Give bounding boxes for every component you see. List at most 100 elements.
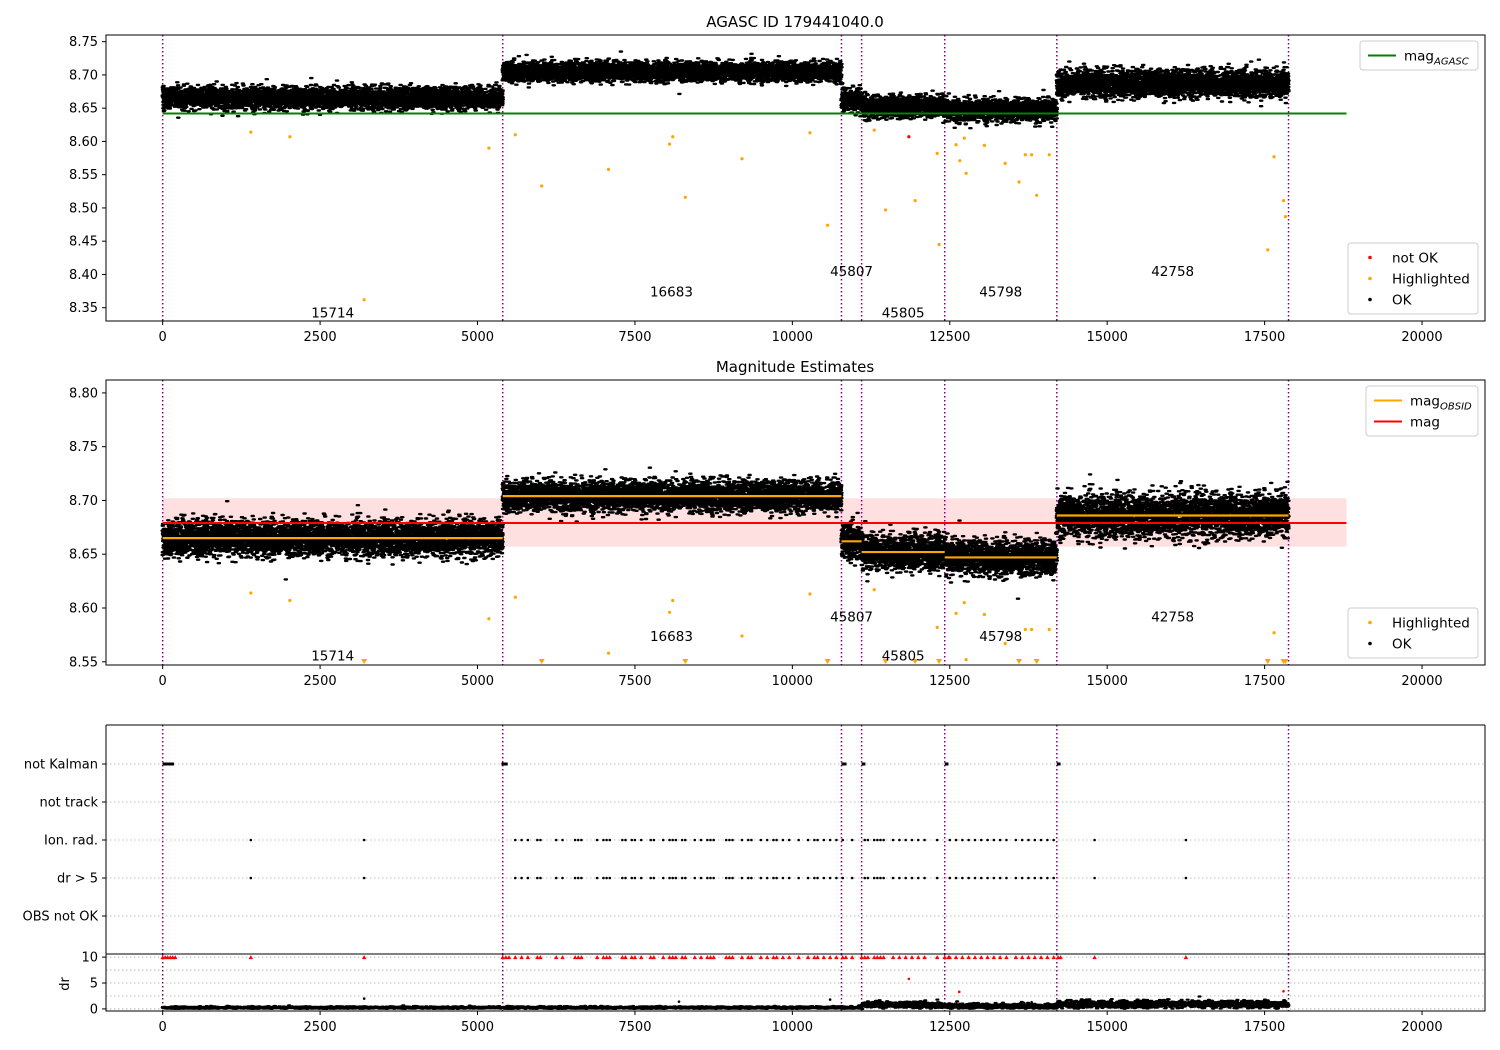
dr-outlier-point xyxy=(1030,1000,1033,1004)
legend-label: OK xyxy=(1392,637,1413,653)
flag-point xyxy=(1093,838,1096,842)
highlighted-point xyxy=(671,135,675,139)
flag-point xyxy=(866,838,870,842)
flag-point xyxy=(661,876,665,880)
flag-point xyxy=(1184,838,1188,842)
flag-point xyxy=(772,876,775,880)
flag-point xyxy=(816,838,819,842)
flag-point xyxy=(709,838,712,842)
flag-point xyxy=(973,838,977,842)
flag-point xyxy=(765,876,769,880)
flag-point xyxy=(879,876,882,880)
highlighted-point xyxy=(1003,161,1007,165)
flag-point xyxy=(986,838,989,842)
y-tick-label: 8.70 xyxy=(69,494,98,509)
flag-point xyxy=(624,838,627,842)
flag-point xyxy=(671,876,675,880)
highlighted-point xyxy=(962,601,966,605)
clipped-point-marker xyxy=(824,659,831,664)
flag-point xyxy=(668,876,671,880)
flag-point xyxy=(1014,876,1018,880)
x-tick-label: 2500 xyxy=(304,674,337,689)
legend-dot-swatch xyxy=(1368,641,1372,646)
highlighted-point xyxy=(937,242,941,247)
dr-clipped-marker xyxy=(771,955,776,960)
dr-clipped-marker xyxy=(173,955,178,960)
flag-point xyxy=(621,876,624,880)
flag-point xyxy=(595,876,599,880)
y-tick-label: 8.70 xyxy=(69,68,98,83)
dr-clipped-marker xyxy=(922,955,927,960)
highlighted-point xyxy=(958,159,962,163)
flag-point xyxy=(866,876,870,880)
flag-point xyxy=(1052,838,1055,842)
flag-category-label: Ion. rad. xyxy=(44,834,98,849)
dr-clipped-marker xyxy=(881,955,886,960)
flag-point xyxy=(576,838,580,842)
dr-clipped-marker xyxy=(774,955,779,960)
flag-point xyxy=(633,838,637,842)
flag-point xyxy=(992,876,996,880)
dr-clipped-marker xyxy=(601,955,606,960)
x-tick-label: 20000 xyxy=(1401,674,1442,689)
highlighted-point xyxy=(1047,153,1051,157)
flag-point xyxy=(986,876,989,880)
highlighted-point xyxy=(249,130,253,134)
dr-clipped-marker xyxy=(629,955,634,960)
y-tick-label: 8.50 xyxy=(69,201,98,216)
dr-clipped-marker xyxy=(872,955,877,960)
legend-label: magAGASC xyxy=(1404,49,1469,68)
flag-point xyxy=(526,876,530,880)
flag-point xyxy=(967,876,970,880)
flag-point xyxy=(850,838,854,842)
flag-point xyxy=(639,838,643,842)
x-tick-label: 12500 xyxy=(929,330,970,345)
dr-clipped-marker xyxy=(604,955,609,960)
flag-point xyxy=(652,838,656,842)
flag-point xyxy=(1014,838,1018,842)
flag-point xyxy=(624,876,627,880)
dr-clipped-marker xyxy=(812,955,817,960)
flag-point xyxy=(652,876,656,880)
dr-clipped-marker xyxy=(724,955,729,960)
flag-point xyxy=(841,838,845,842)
flag-point xyxy=(561,876,564,880)
dr-clipped-marker xyxy=(834,955,839,960)
x-tick-label: 7500 xyxy=(618,1020,651,1035)
flag-point xyxy=(787,838,791,842)
flag-point xyxy=(608,838,612,842)
flag-point xyxy=(706,838,709,842)
flag-point xyxy=(362,876,366,880)
flag-point xyxy=(573,838,577,842)
ok-points-segment xyxy=(160,76,505,119)
flag-point xyxy=(1005,838,1008,842)
flag-point xyxy=(709,876,712,880)
dr-clipped-marker xyxy=(972,955,978,960)
highlighted-point xyxy=(487,617,491,621)
dr-clipped-marker xyxy=(560,955,565,960)
x-tick-label: 10000 xyxy=(772,330,813,345)
flag-point xyxy=(904,876,907,880)
y-tick-label: 8.65 xyxy=(69,548,98,563)
flag-point xyxy=(602,876,605,880)
highlighted-point xyxy=(962,136,966,140)
dr-clipped-marker xyxy=(875,955,880,960)
highlighted-point xyxy=(606,651,611,655)
highlighted-point xyxy=(740,157,744,161)
x-tick-label: 0 xyxy=(159,330,167,345)
legend-frame xyxy=(1365,385,1479,437)
axes-frame xyxy=(105,379,1486,666)
x-tick-label: 10000 xyxy=(772,674,813,689)
dr-clipped-marker xyxy=(692,955,697,960)
obsid-label: 16683 xyxy=(650,285,693,301)
flag-category-label: not track xyxy=(39,796,98,811)
dr-clipped-marker xyxy=(1051,955,1056,960)
dr-points-segment xyxy=(942,1000,1059,1010)
highlighted-point xyxy=(1017,180,1021,184)
dr-outlier-point xyxy=(362,997,366,1000)
flag-point xyxy=(362,838,366,842)
flag-point xyxy=(923,838,926,842)
flag-point xyxy=(554,876,558,880)
flag-point xyxy=(605,876,608,880)
highlighted-point xyxy=(1003,641,1007,646)
